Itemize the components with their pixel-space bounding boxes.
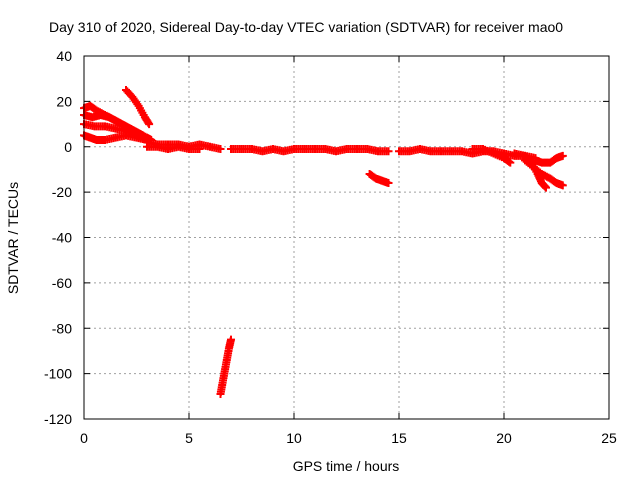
y-tick-label: -60 xyxy=(52,275,72,291)
y-tick-label: -120 xyxy=(44,411,72,427)
series-arc-j xyxy=(365,169,393,188)
x-tick-labels: 0 5 10 15 20 25 xyxy=(80,430,617,446)
x-tick-label: 0 xyxy=(80,430,88,446)
y-tick-label: 20 xyxy=(56,93,72,109)
y-tick-label: -20 xyxy=(52,184,72,200)
data-point xyxy=(216,145,225,154)
y-tick-labels: -120 -100 -80 -60 -40 -20 0 20 40 xyxy=(44,48,72,427)
y-tick-label: -40 xyxy=(52,230,72,246)
series-arc-n xyxy=(521,156,567,190)
series-arc-h xyxy=(227,145,393,156)
x-tick-label: 5 xyxy=(185,430,193,446)
series-arc-o xyxy=(531,151,567,167)
series-arc-g xyxy=(143,142,204,154)
y-tick-label: 0 xyxy=(64,139,72,155)
y-tick-label: -80 xyxy=(52,320,72,336)
chart-title: Day 310 of 2020, Sidereal Day-to-day VTE… xyxy=(49,19,563,35)
data-point xyxy=(558,151,567,160)
data-point xyxy=(227,335,235,344)
data-point xyxy=(506,158,515,167)
x-tick-label: 15 xyxy=(391,430,407,446)
data-point xyxy=(384,179,393,188)
data-point xyxy=(542,183,550,192)
grid xyxy=(84,56,609,419)
series-arc-e xyxy=(80,131,151,144)
x-axis-title: GPS time / hours xyxy=(293,458,400,474)
x-tick-label: 25 xyxy=(601,430,617,446)
y-tick-label: 40 xyxy=(56,48,72,64)
series-arc-k xyxy=(395,145,540,163)
data-point xyxy=(558,181,567,190)
x-tick-label: 20 xyxy=(496,430,512,446)
axis-ticks xyxy=(83,55,610,420)
series-arc-i xyxy=(216,335,235,399)
y-tick-label: -100 xyxy=(44,366,72,382)
data-point xyxy=(145,120,154,129)
data-point xyxy=(384,147,393,156)
series-arc-a xyxy=(122,86,154,129)
data-points xyxy=(80,86,567,399)
x-tick-label: 10 xyxy=(286,430,302,446)
y-axis-title: SDTVAR / TECUs xyxy=(5,182,21,294)
data-point xyxy=(195,145,204,154)
series-arc-l xyxy=(468,145,515,167)
